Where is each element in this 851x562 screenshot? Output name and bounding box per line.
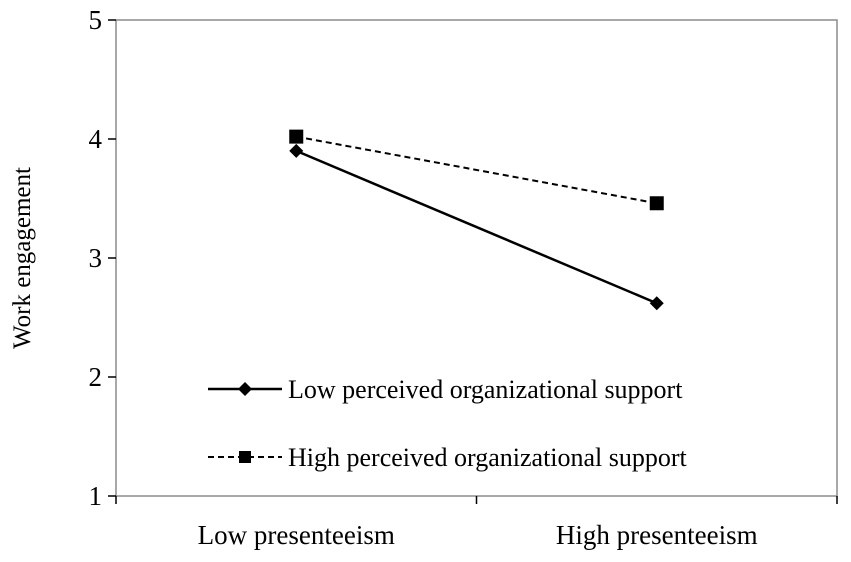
- data-point-square: [289, 129, 304, 144]
- y-tick-label: 2: [89, 362, 103, 392]
- axes: 1 2 3 4 5 Low presenteeism High presenteeism: [89, 5, 838, 550]
- x-tick-label: High presenteeism: [556, 520, 758, 550]
- legend-entry-high-support: High perceived organizational support: [208, 443, 688, 472]
- series-layer: [289, 129, 664, 311]
- series-line-0: [295, 149, 658, 305]
- legend-square-marker: [239, 451, 251, 463]
- legend-diamond-marker: [238, 382, 252, 396]
- plot-area-frame: [115, 19, 838, 497]
- data-point-diamond: [289, 143, 304, 158]
- data-point-diamond: [649, 296, 664, 311]
- legend-label-low-support: Low perceived organizational support: [288, 375, 683, 404]
- data-point-square: [649, 196, 664, 211]
- y-axis-label: Work engagement: [9, 167, 36, 349]
- y-tick-label: 3: [89, 243, 103, 273]
- y-tick-label: 4: [89, 124, 103, 154]
- y-tick-label: 5: [89, 5, 103, 35]
- x-tick-label: Low presenteeism: [198, 520, 395, 550]
- legend-entry-low-support: Low perceived organizational support: [208, 375, 683, 404]
- y-tick-label: 1: [89, 481, 103, 511]
- legend-label-high-support: High perceived organizational support: [288, 443, 688, 472]
- legend: Low perceived organizational support Hig…: [208, 375, 688, 472]
- series-line-1: [296, 135, 657, 205]
